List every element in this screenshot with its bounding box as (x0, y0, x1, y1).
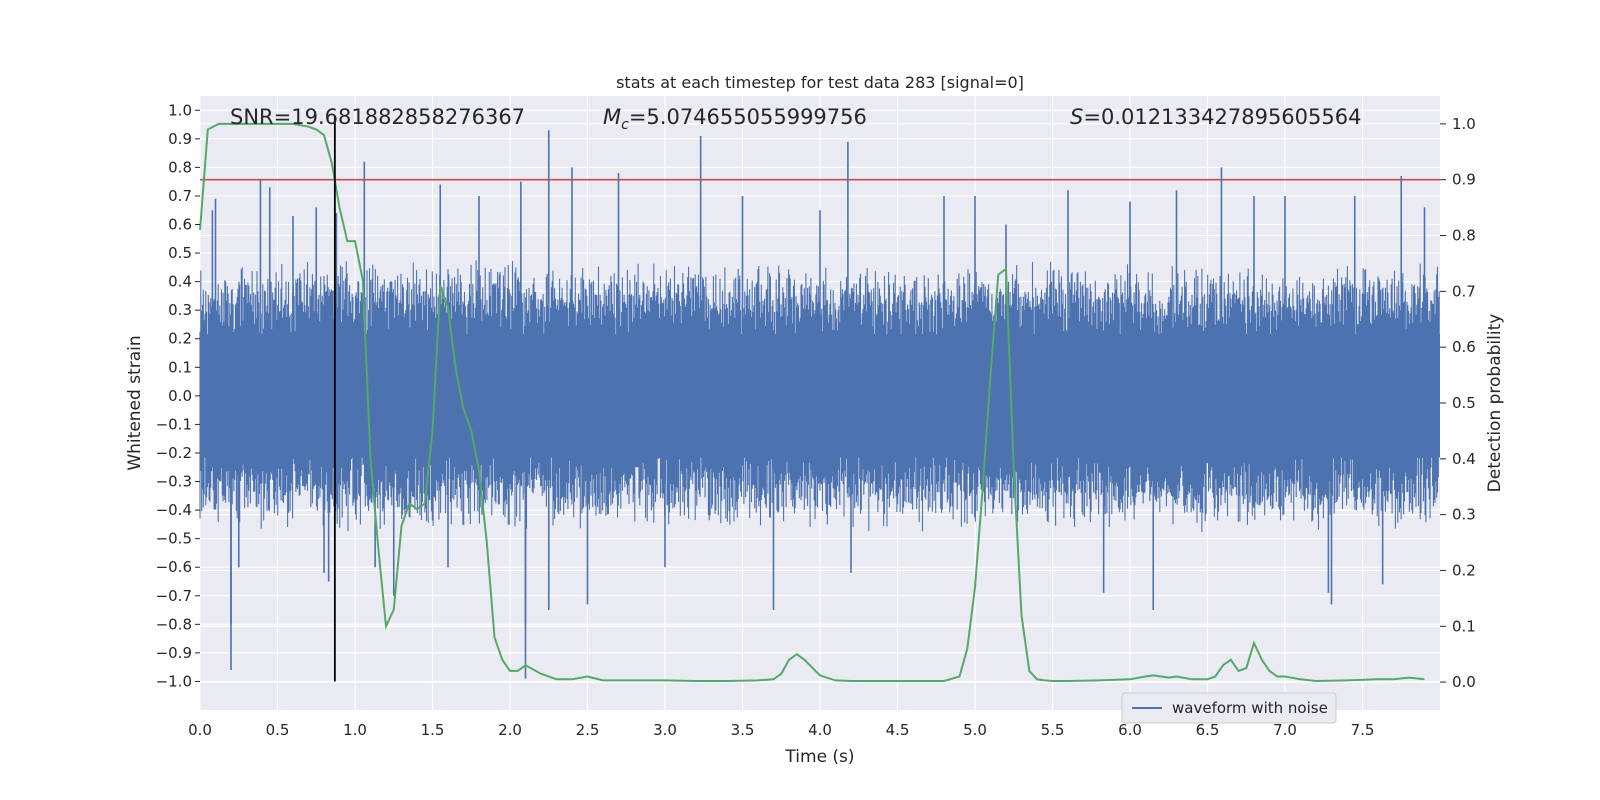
chirp-mass-value: =5.074655055999756 (629, 105, 867, 129)
x-tick-label: 6.5 (1196, 721, 1220, 739)
ticks: 0.0 0.5 1.0 1.5 2.0 2.5 3.0 3.5 4.0 4.5 5.0 5.5 6.0 6… (156, 101, 1476, 739)
chirp-mass-subscript: c (621, 117, 629, 133)
overlay (199, 115, 1440, 683)
y2-tick-label: 0.9 (1452, 171, 1476, 189)
x-tick-label: 3.0 (653, 721, 677, 739)
waveform-series (199, 130, 1440, 679)
y2-axis-label: Detection probability (1485, 314, 1505, 493)
y2-tick-label: 1.0 (1452, 115, 1476, 133)
y-tick-label: −0.9 (156, 644, 192, 662)
s-annotation: S=0.012133427895605564 (1070, 105, 1361, 129)
chirp-mass-symbol: M (603, 105, 621, 129)
y2-tick-label: 0.0 (1452, 673, 1476, 691)
x-tick-label: 4.0 (808, 721, 832, 739)
y2-tick-label: 0.1 (1452, 617, 1476, 635)
y-axis-label: Whitened strain (125, 335, 145, 470)
y-tick-label: −0.1 (156, 415, 192, 433)
legend: waveform with noise (1121, 692, 1337, 724)
y-tick-label: 0.9 (168, 130, 192, 148)
x-tick-label: 5.5 (1041, 721, 1065, 739)
y-tick-label: −1.0 (156, 672, 192, 690)
chart-title: stats at each timestep for test data 283… (616, 73, 1024, 92)
y2-tick-label: 0.5 (1452, 394, 1476, 412)
y-tick-label: −0.5 (156, 530, 192, 548)
x-tick-label: 2.5 (576, 721, 600, 739)
y2-tick-label: 0.7 (1452, 282, 1476, 300)
y2-tick-label: 0.6 (1452, 338, 1476, 356)
legend-label: waveform with noise (1172, 699, 1328, 717)
snr-annotation: SNR=19.681882858276367 (230, 105, 525, 129)
y2-tick-label: 0.3 (1452, 506, 1476, 524)
y-tick-label: 0.7 (168, 187, 192, 205)
y-tick-label: 0.2 (168, 330, 192, 348)
x-tick-label: 0.0 (188, 721, 212, 739)
x-tick-label: 5.0 (963, 721, 987, 739)
y-tick-label: 0.8 (168, 158, 192, 176)
x-tick-label: 4.5 (886, 721, 910, 739)
x-tick-label: 2.0 (498, 721, 522, 739)
s-value: =0.012133427895605564 (1083, 105, 1361, 129)
x-tick-label: 1.5 (421, 721, 445, 739)
y-tick-label: −0.7 (156, 587, 192, 605)
y-tick-label: −0.8 (156, 615, 192, 633)
x-tick-label: 3.5 (731, 721, 755, 739)
y-tick-label: 0.6 (168, 216, 192, 234)
y-tick-label: 0.0 (168, 387, 192, 405)
x-tick-label: 1.0 (343, 721, 367, 739)
y-tick-label: 0.5 (168, 244, 192, 262)
x-tick-label: 0.5 (266, 721, 290, 739)
y-tick-label: 1.0 (168, 101, 192, 119)
y-tick-label: 0.3 (168, 301, 192, 319)
y2-tick-label: 0.4 (1452, 450, 1476, 468)
y-tick-label: −0.6 (156, 558, 192, 576)
y-tick-label: −0.4 (156, 501, 192, 519)
probability-line (199, 122, 1425, 683)
chirp-mass-annotation: Mc=5.074655055999756 (603, 105, 867, 133)
x-tick-label: 7.0 (1273, 721, 1297, 739)
legend-box (1121, 692, 1337, 724)
y-tick-label: 0.1 (168, 358, 192, 376)
x-axis-label: Time (s) (784, 747, 854, 767)
y2-tick-label: 0.2 (1452, 561, 1476, 579)
y2-tick-label: 0.8 (1452, 227, 1476, 245)
x-tick-label: 7.5 (1351, 721, 1375, 739)
y-tick-label: 0.4 (168, 273, 192, 291)
y-tick-label: −0.2 (156, 444, 192, 462)
s-symbol: S (1070, 105, 1083, 129)
x-tick-label: 6.0 (1118, 721, 1142, 739)
y-tick-label: −0.3 (156, 473, 192, 491)
